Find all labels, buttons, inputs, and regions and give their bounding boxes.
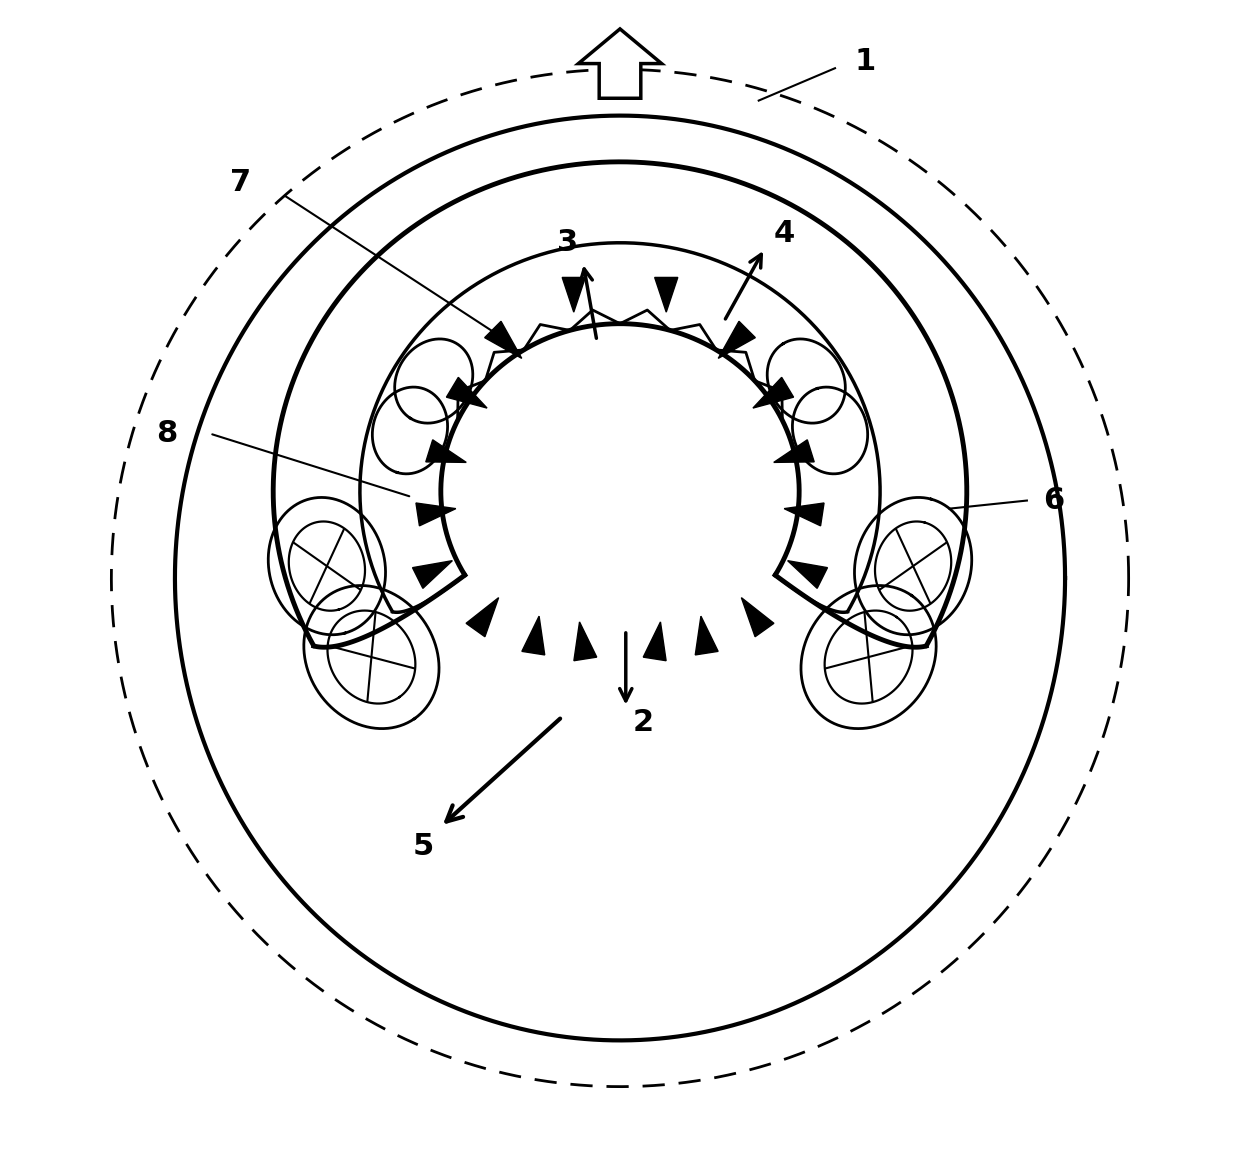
Text: 2: 2 [632, 707, 653, 738]
Text: 1: 1 [854, 46, 875, 76]
Text: 3: 3 [558, 228, 579, 258]
Text: 8: 8 [156, 418, 177, 449]
Text: 5: 5 [413, 831, 434, 861]
Polygon shape [578, 29, 662, 98]
Text: 6: 6 [1043, 486, 1064, 516]
Polygon shape [655, 277, 678, 312]
Polygon shape [644, 622, 666, 661]
Polygon shape [784, 503, 825, 526]
Polygon shape [562, 277, 585, 312]
Polygon shape [466, 598, 498, 637]
Polygon shape [742, 598, 774, 637]
Polygon shape [413, 561, 453, 588]
Polygon shape [522, 616, 544, 655]
Polygon shape [696, 616, 718, 655]
Polygon shape [718, 321, 755, 358]
Polygon shape [774, 439, 815, 462]
Text: 7: 7 [231, 168, 252, 198]
Polygon shape [425, 439, 466, 462]
Text: 4: 4 [774, 218, 795, 249]
Polygon shape [415, 503, 456, 526]
Polygon shape [485, 321, 522, 358]
Polygon shape [446, 377, 487, 408]
Polygon shape [753, 377, 794, 408]
Polygon shape [574, 622, 596, 661]
Polygon shape [787, 561, 827, 588]
